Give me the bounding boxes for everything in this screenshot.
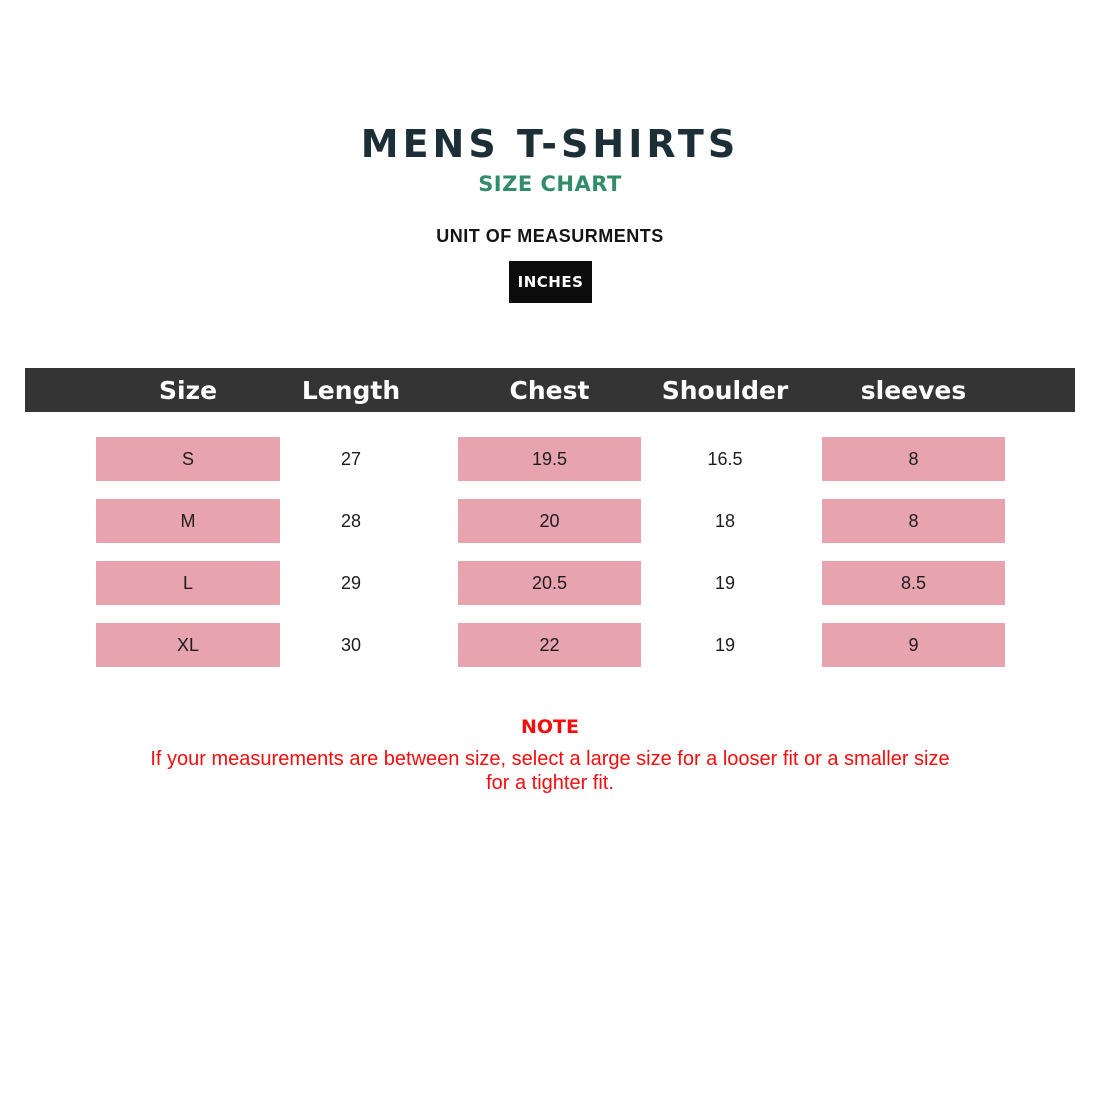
table-header-bar: Size Length Chest Shoulder sleeves bbox=[25, 368, 1075, 412]
column-header-sleeves: sleeves bbox=[860, 375, 967, 405]
chest-cell: 20 bbox=[458, 499, 641, 543]
size-cell: S bbox=[96, 437, 280, 481]
unit-value-badge: INCHES bbox=[509, 261, 592, 303]
note-text: If your measurements are between size, s… bbox=[150, 748, 950, 794]
chest-cell: 22 bbox=[458, 623, 641, 667]
shoulder-cell: 16.5 bbox=[707, 448, 743, 469]
shoulder-cell: 18 bbox=[714, 510, 736, 531]
column-header-chest: Chest bbox=[509, 375, 590, 405]
unit-of-measurement-label: UNIT OF MEASURMENTS bbox=[436, 226, 664, 246]
chest-cell: 20.5 bbox=[458, 561, 641, 605]
column-header-length: Length bbox=[301, 375, 401, 405]
page-title: MENS T-SHIRTS bbox=[360, 122, 740, 166]
size-cell: XL bbox=[96, 623, 280, 667]
length-cell: 30 bbox=[340, 634, 362, 655]
sleeves-cell: 8.5 bbox=[822, 561, 1005, 605]
table-row: S 27 19.5 16.5 8 bbox=[0, 437, 1100, 481]
page-subtitle: SIZE CHART bbox=[478, 172, 622, 196]
chest-cell: 19.5 bbox=[458, 437, 641, 481]
length-cell: 28 bbox=[340, 510, 362, 531]
size-cell: M bbox=[96, 499, 280, 543]
sleeves-cell: 9 bbox=[822, 623, 1005, 667]
table-row: M 28 20 18 8 bbox=[0, 499, 1100, 543]
note-heading: NOTE bbox=[521, 716, 579, 738]
length-cell: 27 bbox=[340, 448, 362, 469]
sleeves-cell: 8 bbox=[822, 499, 1005, 543]
table-row: L 29 20.5 19 8.5 bbox=[0, 561, 1100, 605]
column-header-shoulder: Shoulder bbox=[661, 375, 789, 405]
sleeves-cell: 8 bbox=[822, 437, 1005, 481]
shoulder-cell: 19 bbox=[714, 572, 736, 593]
shoulder-cell: 19 bbox=[714, 634, 736, 655]
table-row: XL 30 22 19 9 bbox=[0, 623, 1100, 667]
size-cell: L bbox=[96, 561, 280, 605]
column-header-size: Size bbox=[158, 375, 218, 405]
length-cell: 29 bbox=[340, 572, 362, 593]
